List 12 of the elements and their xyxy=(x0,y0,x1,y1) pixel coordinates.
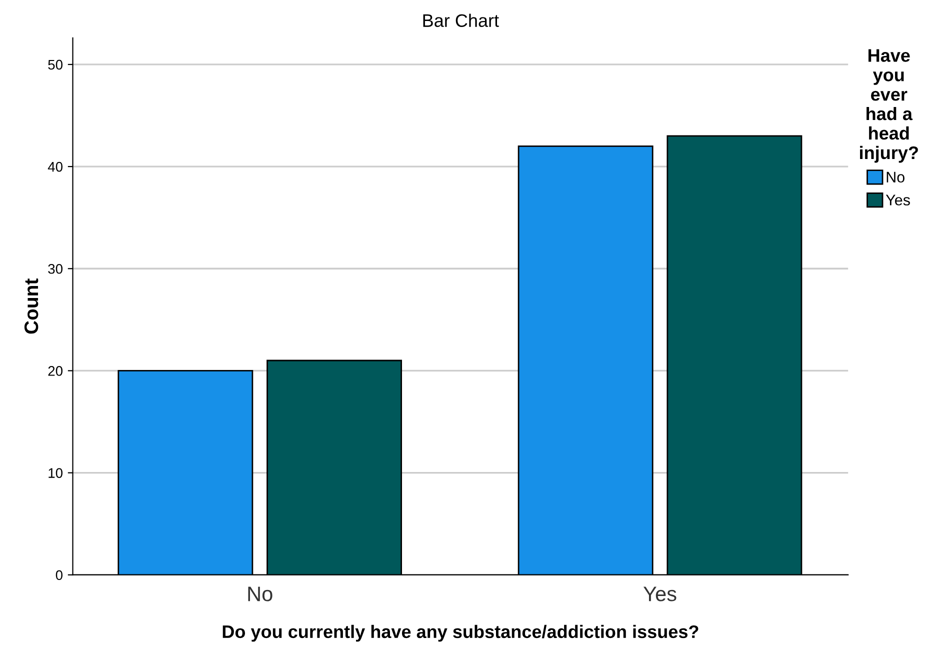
legend-title: Have you ever had a head injury? xyxy=(860,49,918,163)
y-tick-label: 40 xyxy=(48,162,63,172)
legend-label: No xyxy=(886,172,904,183)
y-tick-label: 30 xyxy=(48,264,63,274)
y-tick-label: 20 xyxy=(48,366,63,376)
y-tick-label: 0 xyxy=(56,570,63,580)
chart-title: Bar Chart xyxy=(423,14,499,27)
x-axis-title: Do you currently have any substance/addiction issues? xyxy=(222,624,698,642)
y-tick-label: 50 xyxy=(48,60,63,70)
y-axis-title: Count xyxy=(24,278,38,334)
legend-label: Yes xyxy=(886,194,910,206)
y-tick-label: 10 xyxy=(48,468,63,478)
